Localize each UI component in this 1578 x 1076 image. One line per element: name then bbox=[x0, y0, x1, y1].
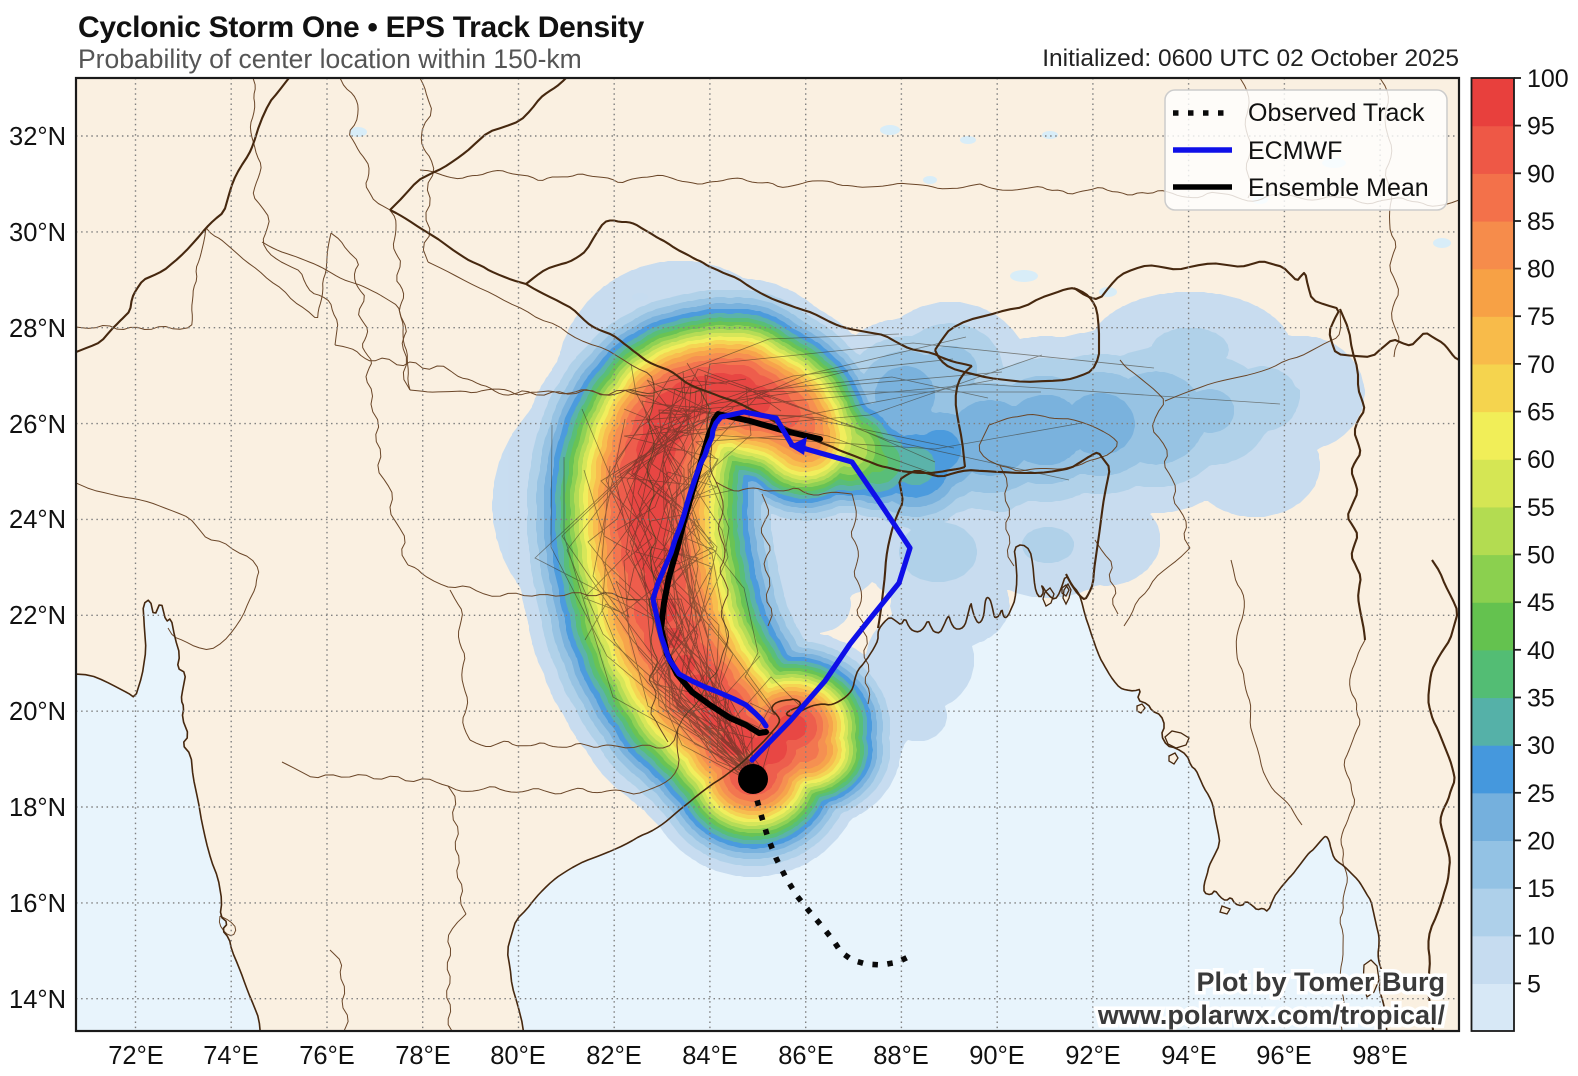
svg-text:32°N: 32°N bbox=[9, 123, 66, 151]
svg-text:14°N: 14°N bbox=[9, 986, 66, 1014]
svg-text:82°E: 82°E bbox=[586, 1042, 642, 1070]
svg-text:96°E: 96°E bbox=[1256, 1042, 1312, 1070]
svg-text:Probability of center location: Probability of center location within 15… bbox=[78, 44, 582, 74]
svg-text:72°E: 72°E bbox=[108, 1042, 164, 1070]
svg-text:5: 5 bbox=[1527, 970, 1541, 998]
svg-text:50: 50 bbox=[1527, 542, 1555, 570]
svg-text:40: 40 bbox=[1527, 637, 1555, 665]
svg-text:80: 80 bbox=[1527, 256, 1555, 284]
svg-text:95: 95 bbox=[1527, 113, 1555, 141]
svg-text:18°N: 18°N bbox=[9, 794, 66, 822]
svg-text:70: 70 bbox=[1527, 351, 1555, 379]
svg-text:65: 65 bbox=[1527, 399, 1555, 427]
svg-text:24°N: 24°N bbox=[9, 506, 66, 534]
svg-text:88°E: 88°E bbox=[873, 1042, 929, 1070]
svg-text:98°E: 98°E bbox=[1352, 1042, 1408, 1070]
svg-text:22°N: 22°N bbox=[9, 602, 66, 630]
svg-text:Cyclonic Storm One • EPS Track: Cyclonic Storm One • EPS Track Density bbox=[78, 11, 645, 44]
svg-text:28°N: 28°N bbox=[9, 315, 66, 343]
svg-text:92°E: 92°E bbox=[1065, 1042, 1121, 1070]
svg-text:15: 15 bbox=[1527, 875, 1555, 903]
svg-text:Ensemble Mean: Ensemble Mean bbox=[1248, 174, 1429, 202]
svg-text:www.polarwx.com/tropical/: www.polarwx.com/tropical/ bbox=[1097, 1000, 1446, 1030]
svg-text:94°E: 94°E bbox=[1161, 1042, 1217, 1070]
svg-text:Observed Track: Observed Track bbox=[1248, 99, 1425, 127]
svg-text:80°E: 80°E bbox=[490, 1042, 546, 1070]
svg-text:84°E: 84°E bbox=[682, 1042, 738, 1070]
svg-text:16°N: 16°N bbox=[9, 890, 66, 918]
svg-text:60: 60 bbox=[1527, 446, 1555, 474]
svg-text:74°E: 74°E bbox=[203, 1042, 259, 1070]
svg-text:ECMWF: ECMWF bbox=[1248, 137, 1342, 165]
svg-text:76°E: 76°E bbox=[299, 1042, 355, 1070]
svg-text:35: 35 bbox=[1527, 685, 1555, 713]
svg-text:10: 10 bbox=[1527, 923, 1555, 951]
svg-text:20°N: 20°N bbox=[9, 698, 66, 726]
svg-text:86°E: 86°E bbox=[778, 1042, 834, 1070]
svg-text:30: 30 bbox=[1527, 732, 1555, 760]
svg-text:85: 85 bbox=[1527, 208, 1555, 236]
svg-text:100: 100 bbox=[1527, 65, 1569, 93]
svg-text:90°E: 90°E bbox=[969, 1042, 1025, 1070]
svg-text:26°N: 26°N bbox=[9, 411, 66, 439]
svg-text:45: 45 bbox=[1527, 589, 1555, 617]
svg-text:75: 75 bbox=[1527, 303, 1555, 331]
svg-text:20: 20 bbox=[1527, 827, 1555, 855]
svg-text:55: 55 bbox=[1527, 494, 1555, 522]
svg-text:Plot by Tomer Burg: Plot by Tomer Burg bbox=[1196, 967, 1445, 997]
svg-text:25: 25 bbox=[1527, 780, 1555, 808]
svg-text:90: 90 bbox=[1527, 160, 1555, 188]
svg-text:30°N: 30°N bbox=[9, 219, 66, 247]
svg-text:78°E: 78°E bbox=[395, 1042, 451, 1070]
svg-text:Initialized: 0600 UTC 02 Octob: Initialized: 0600 UTC 02 October 2025 bbox=[1042, 45, 1459, 72]
